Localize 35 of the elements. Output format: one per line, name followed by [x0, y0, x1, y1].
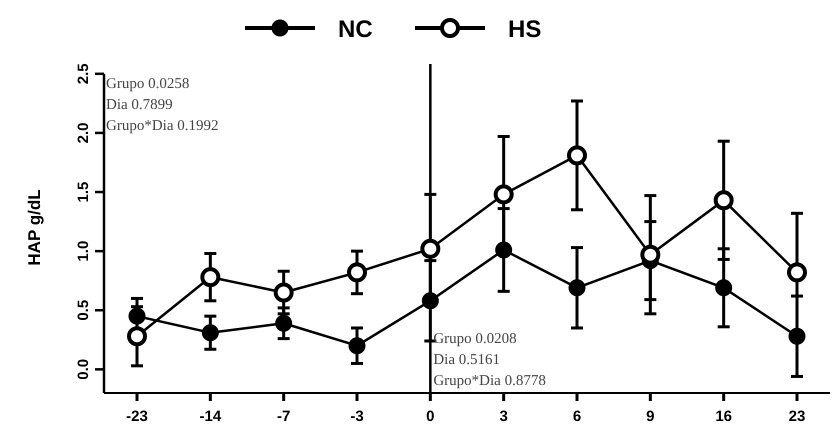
point [714, 190, 734, 210]
point [787, 262, 807, 282]
x-tick-label: -3 [350, 408, 364, 425]
x-tick-label: 16 [715, 408, 732, 425]
point [420, 238, 440, 259]
annotation: Grupo 0.0258 Dia 0.7899 Grupo*Dia 0.1992 [106, 76, 218, 134]
legend-label: NC [338, 16, 373, 43]
y-axis-title: HAP g/dL [25, 189, 44, 266]
point [127, 326, 147, 346]
point [275, 314, 292, 332]
point [347, 262, 367, 282]
x-tick-label: 0 [426, 408, 435, 425]
y-tick-label: 0.0 [75, 358, 92, 380]
point [202, 324, 219, 342]
x-tick-label: 6 [572, 408, 582, 425]
y-tick-label: 2.0 [75, 122, 92, 144]
y-tick-label: 1.5 [75, 182, 92, 202]
legend-label: HS [508, 16, 542, 43]
point [715, 279, 732, 296]
y-tick-label: 1.0 [75, 240, 92, 262]
y-tick-label: 0.5 [75, 300, 92, 321]
x-tick-label: 9 [646, 408, 655, 425]
point [494, 184, 514, 204]
x-tick-label: 3 [499, 408, 508, 425]
x-tick-label: -7 [276, 408, 290, 425]
point [568, 279, 586, 296]
point [274, 282, 294, 303]
y-tick-label: 2.5 [75, 63, 92, 84]
annotation: Grupo 0.0208 Dia 0.5161 Grupo*Dia 0.8778 [433, 331, 546, 389]
point [200, 267, 220, 288]
x-tick-label: -14 [199, 408, 222, 425]
point [348, 337, 366, 354]
point [567, 145, 587, 166]
x-tick-label: 23 [788, 408, 806, 425]
x-tick-label: -23 [126, 408, 148, 425]
